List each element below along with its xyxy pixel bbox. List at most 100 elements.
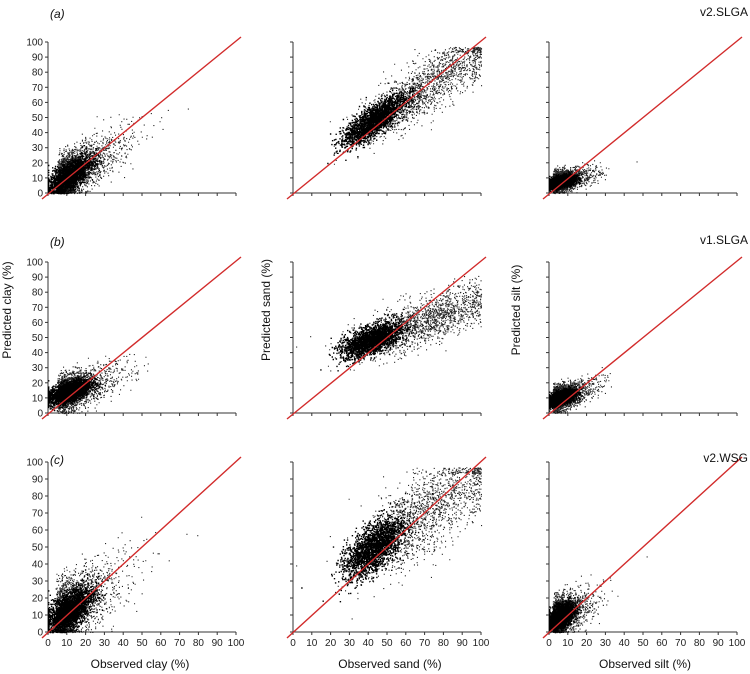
y-tick-label: 60 [32, 526, 44, 537]
x-tick-label: 40 [118, 638, 130, 649]
one-to-one-line [41, 456, 242, 639]
x-tick-label: 90 [212, 638, 224, 649]
x-tick-label: 50 [136, 638, 148, 649]
panel-b-sand [286, 256, 487, 420]
scatter-points [48, 516, 199, 634]
scatter-points [549, 556, 648, 634]
panel-b-silt [542, 256, 743, 420]
y-tick-label: 10 [32, 173, 44, 184]
x-tick-label: 50 [381, 638, 393, 649]
labels-group: (a) (b) (c) v2.SLGA v1.SLGA v2.WSG Obser… [0, 5, 748, 671]
panel-a-silt [542, 36, 743, 200]
x-tick-label: 60 [656, 638, 668, 649]
y-tick-label: 100 [26, 458, 43, 469]
panel-label-b: (b) [50, 235, 65, 249]
scatter-dots-core [549, 384, 583, 413]
panel-c-clay: 00 10 10 20 20 30 30 40 40 50 50 60 60 70 70 80 80 90 90 10… [26, 456, 245, 649]
x-tick-label: 20 [325, 638, 337, 649]
scatter-dots [57, 353, 149, 415]
scatter-points [48, 353, 149, 415]
one-to-one-line [286, 36, 487, 200]
y-tick-label: 70 [32, 509, 44, 520]
scatter-points [549, 160, 638, 195]
x-tick-label: 70 [675, 638, 687, 649]
x-tick-label: 60 [155, 638, 167, 649]
x-tick-label: 80 [694, 638, 706, 649]
scatter-dots-core [327, 79, 422, 165]
x-tick-label: 20 [80, 638, 92, 649]
scatter-points [296, 275, 483, 372]
x-tick-label: 30 [600, 638, 612, 649]
x-tick-label: 0 [546, 638, 552, 649]
x-tick-label: 0 [45, 638, 51, 649]
y-tick-label: 20 [32, 378, 44, 389]
y-tick-label: 20 [32, 158, 44, 169]
panel-c-sand: 0 10 20 30 40 50 60 70 80 90 100 [286, 456, 490, 649]
y-tick-label: 100 [26, 258, 43, 269]
x-tick-label: 20 [581, 638, 593, 649]
y-tick-label: 60 [32, 98, 44, 109]
y-tick-label: 0 [37, 628, 43, 639]
y-tick-label: 40 [32, 348, 44, 359]
scatter-dots [296, 467, 483, 620]
x-tick-label: 10 [61, 638, 73, 649]
panel-c-silt: 0 10 20 30 40 50 60 70 80 90 100 [542, 456, 746, 649]
scatter-dots-core [320, 308, 432, 372]
x-tick-label: 100 [473, 638, 490, 649]
x-tick-label: 90 [713, 638, 725, 649]
one-to-one-line [542, 256, 743, 420]
panel-label-a: (a) [50, 7, 65, 21]
y-tick-label: 20 [32, 594, 44, 605]
one-to-one-line [41, 256, 242, 420]
x-tick-label: 40 [363, 638, 375, 649]
x-tick-label: 30 [99, 638, 111, 649]
scatter-dots-core [549, 596, 591, 634]
x-tick-label: 100 [228, 638, 245, 649]
scatter-dots-core [301, 492, 434, 603]
x-tick-label: 40 [619, 638, 631, 649]
y-tick-label: 30 [32, 143, 44, 154]
y-tick-label: 100 [26, 38, 43, 49]
scatter-points [48, 108, 189, 195]
x-tick-label: 10 [562, 638, 574, 649]
y-tick-label: 60 [32, 318, 44, 329]
one-to-one-line [41, 36, 242, 200]
y-tick-label: 50 [32, 113, 44, 124]
x-tick-label: 70 [174, 638, 186, 649]
row-label-v1-slga: v1.SLGA [700, 233, 748, 247]
x-tick-label: 50 [637, 638, 649, 649]
y-label-clay: Predicted clay (%) [0, 261, 14, 358]
y-tick-label: 80 [32, 68, 44, 79]
one-to-one-line [286, 256, 487, 420]
row-label-v2-slga: v2.SLGA [700, 5, 748, 19]
y-tick-label: 90 [32, 53, 44, 64]
panels-group: 0102030405060708090100010203040506070809… [26, 36, 746, 649]
panel-b-clay: 0 10 20 30 40 50 60 70 80 90 100 [26, 256, 242, 420]
x-label-sand: Observed sand (%) [338, 657, 441, 671]
x-tick-label: 30 [344, 638, 356, 649]
y-tick-label: 0 [37, 409, 43, 420]
y-label-sand: Predicted sand (%) [259, 259, 273, 361]
y-tick-label: 30 [32, 577, 44, 588]
one-to-one-line [286, 456, 487, 639]
x-tick-label: 100 [729, 638, 746, 649]
y-tick-label: 50 [32, 543, 44, 554]
scatter-points [296, 467, 483, 620]
scatter-points [549, 367, 612, 414]
x-tick-label: 90 [457, 638, 469, 649]
one-to-one-line [542, 456, 743, 639]
x-label-clay: Observed clay (%) [91, 657, 190, 671]
x-tick-label: 10 [306, 638, 318, 649]
y-tick-label: 0 [37, 189, 43, 200]
scatter-dots [296, 275, 483, 372]
panel-label-c: (c) [50, 453, 64, 467]
row-label-v2-wsg: v2.WSG [703, 451, 748, 465]
y-tick-label: 40 [32, 560, 44, 571]
x-tick-label: 70 [419, 638, 431, 649]
y-tick-label: 90 [32, 273, 44, 284]
x-label-silt: Observed silt (%) [599, 657, 691, 671]
y-tick-label: 80 [32, 492, 44, 503]
y-tick-label: 40 [32, 128, 44, 139]
x-tick-label: 80 [193, 638, 205, 649]
